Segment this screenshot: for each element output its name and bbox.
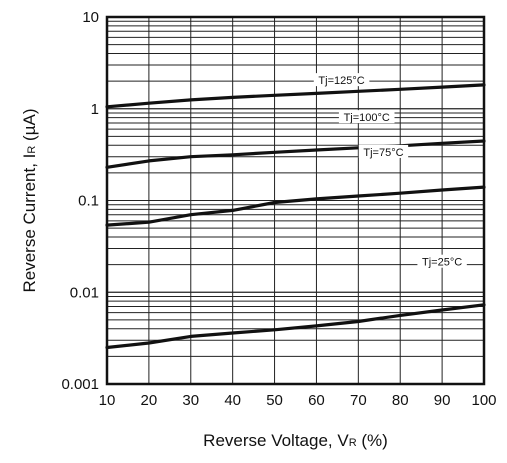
y-axis-title-main: Reverse Current, I <box>20 154 39 293</box>
y-tick-label: 1 <box>91 101 99 118</box>
x-axis-title: Reverse Voltage, VR (%) <box>203 431 388 450</box>
y-tick-label: 0.1 <box>78 193 99 210</box>
y-axis-title-tail: (µA) <box>20 108 39 145</box>
x-axis-title-main: Reverse Voltage, V <box>203 431 349 450</box>
curve-labels: Tj=125°C Tj=100°C Tj=75°C Tj=25°C <box>313 73 467 269</box>
series-label-bg-0 <box>313 73 370 87</box>
series-line-1 <box>105 139 486 169</box>
plot-frame <box>105 15 486 386</box>
x-tick-label: 100 <box>471 392 496 409</box>
x-tick-label: 60 <box>308 392 325 409</box>
x-tick-label: 90 <box>434 392 451 409</box>
x-axis-title-tail: (%) <box>357 431 388 450</box>
series-label-3: Tj=25°C <box>422 257 462 269</box>
series-label-bg-3 <box>417 254 467 268</box>
x-tick-label: 10 <box>99 392 116 409</box>
series-label-0: Tj=125°C <box>318 75 364 87</box>
y-tick-labels: 0.001 0.01 0.1 1 10 <box>61 9 99 393</box>
series-label-1: Tj=100°C <box>344 112 390 124</box>
series-line-2 <box>105 185 486 227</box>
x-axis-title-sub: R <box>349 437 357 449</box>
x-tick-label: 80 <box>392 392 409 409</box>
y-axis-title-sub: R <box>26 146 38 154</box>
x-tick-label: 70 <box>350 392 367 409</box>
series-line-3 <box>105 303 486 350</box>
y-tick-label: 0.001 <box>61 376 99 393</box>
y-tick-label: 10 <box>82 9 99 26</box>
x-tick-label: 20 <box>141 392 158 409</box>
series-label-bg-2 <box>358 144 409 158</box>
series-label-2: Tj=75°C <box>363 147 403 159</box>
series-line-0 <box>105 83 486 109</box>
series-label-bg-1 <box>338 110 395 124</box>
x-tick-labels: 10 20 30 40 50 60 70 80 90 100 <box>99 392 497 409</box>
x-tick-label: 50 <box>266 392 283 409</box>
x-tick-label: 30 <box>182 392 199 409</box>
x-tick-label: 40 <box>224 392 241 409</box>
y-axis-title: Reverse Current, IR (µA) <box>20 108 39 292</box>
y-tick-label: 0.01 <box>70 284 99 301</box>
curves <box>105 83 486 350</box>
